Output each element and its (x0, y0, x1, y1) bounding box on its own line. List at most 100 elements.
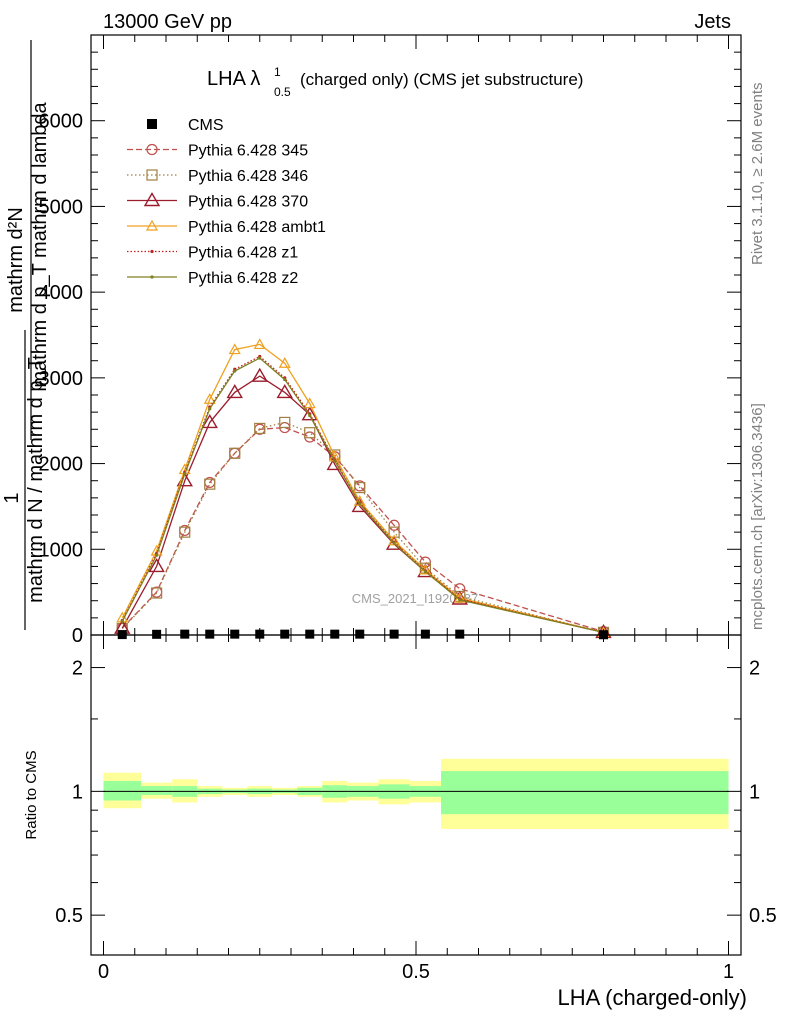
series-point (451, 590, 468, 605)
rivet-version-label: Rivet 3.1.10, ≥ 2.6M events (749, 83, 766, 266)
series-point (208, 407, 212, 411)
series-line (121, 343, 604, 634)
series-point (228, 343, 241, 355)
plot-title-superscript: 1 (274, 65, 281, 79)
ratio-y-tick-label: 0.5 (55, 905, 83, 927)
legend-label: Pythia 6.428 346 (188, 168, 308, 185)
legend-marker (146, 169, 158, 181)
y-label-one: 1 (1, 492, 23, 503)
cms-data-point (455, 629, 465, 639)
cms-data-point (230, 629, 240, 639)
main-y-tick-label: 1000 (39, 539, 84, 561)
legend-cms-label: CMS (188, 117, 224, 134)
series-point (333, 459, 337, 463)
series-point (120, 619, 124, 623)
series-point (258, 356, 262, 360)
legend-marker (143, 192, 161, 207)
main-y-tick-label: 6000 (39, 111, 84, 133)
cms-data-point (420, 629, 430, 639)
series-point (148, 558, 165, 573)
header-energy-label: 13000 GeV pp (103, 11, 232, 33)
series-point (179, 526, 191, 538)
series-point (204, 478, 216, 490)
legend: CMS Pythia 6.428 345 Pythia 6.428 346 Pythi… (127, 117, 326, 287)
series-line (121, 421, 604, 634)
mcplots-label: mcplots.cern.ch [arXiv:1306.3436] (749, 403, 766, 630)
series-point (183, 472, 187, 476)
legend-label: Pythia 6.428 z2 (188, 270, 298, 287)
series-line (121, 426, 604, 633)
legend-label: Pythia 6.428 370 (188, 194, 308, 211)
series-point (253, 338, 266, 350)
x-tick-label: 0.5 (402, 961, 430, 983)
header-jets-label: Jets (694, 11, 731, 33)
legend-marker (146, 143, 158, 156)
series-point (458, 598, 462, 602)
plot-title-prefix: LHA λ (207, 68, 260, 90)
main-y-axis-label: mathrm d²N mathrm d p_T mathrm d lambda … (1, 40, 51, 630)
ratio-inner-band (141, 786, 173, 795)
cms-data-point (180, 629, 190, 639)
series-point (226, 384, 243, 399)
cms-data-point (152, 629, 162, 639)
ratio-y-tick-label-right: 0.5 (749, 905, 777, 927)
ratio-x-axis: 0 0.5 1 (98, 635, 734, 983)
ratio-y-tick-label: 1 (72, 781, 83, 803)
plot-title: LHA λ 1 0.5 (charged only) (CMS jet subs… (207, 65, 583, 99)
legend-cms-marker (147, 119, 157, 129)
series-point (301, 406, 318, 421)
plot-title-subscript: 0.5 (274, 85, 291, 99)
series-point (304, 431, 316, 443)
series-point (392, 541, 396, 545)
main-y-tick-label: 3000 (39, 368, 84, 390)
main-x-axis-ticks (103, 35, 729, 635)
series-point (283, 377, 287, 382)
legend-label: Pythia 6.428 345 (188, 143, 308, 160)
series-point (233, 369, 237, 373)
series-point (251, 367, 268, 382)
legend-marker (150, 275, 154, 279)
ratio-y-axis-label: Ratio to CMS (23, 750, 40, 839)
cms-data-point (330, 629, 340, 639)
series-point (155, 553, 159, 557)
ratio-inner-band (478, 771, 729, 815)
cms-data-point (280, 629, 290, 639)
ratio-inner-band (441, 771, 479, 815)
series-point (303, 397, 316, 409)
series-point (276, 384, 293, 399)
cms-data-point (205, 629, 215, 639)
series-point (279, 416, 291, 429)
y-label-numerator: mathrm d²N (5, 207, 27, 313)
series-point (304, 427, 316, 439)
series-point (151, 587, 163, 599)
x-tick-label: 0 (98, 961, 109, 983)
series-point (358, 502, 362, 506)
series-point (254, 422, 266, 435)
series-pythia-6-428-z2 (120, 356, 606, 635)
ratio-y-axis: 0.5 0.5 1 1 2 2 (55, 658, 777, 928)
cms-data-point (355, 629, 365, 639)
cms-data-point (305, 629, 315, 639)
series-point (354, 481, 366, 494)
ratio-y-tick-label: 2 (72, 658, 83, 680)
main-y-tick-label: 4000 (39, 282, 84, 304)
legend-marker (150, 249, 154, 254)
ratio-uncertainty-bands (103, 758, 729, 829)
main-y-tick-label: 5000 (39, 196, 84, 218)
y-label-denominator: mathrm d p_T mathrm d lambda (29, 101, 51, 387)
ratio-y-tick-label-right: 2 (749, 658, 760, 680)
legend-marker (145, 219, 159, 231)
series-point (203, 393, 216, 404)
cms-data-point (255, 629, 265, 639)
analysis-watermark: CMS_2021_I1920187 (352, 591, 479, 606)
ratio-inner-band (103, 780, 141, 801)
main-y-axis: 0 1000 2000 3000 4000 5000 6000 (39, 51, 741, 647)
main-y-tick-label: 0 (72, 625, 83, 647)
series-point (201, 414, 218, 429)
series-point (229, 447, 241, 459)
y-label-norm-denominator: mathrm d N / mathrm d p_T (25, 357, 47, 603)
legend-label: Pythia 6.428 z1 (188, 245, 298, 262)
x-axis-label: LHA (charged-only) (557, 985, 747, 1010)
series-line (121, 357, 604, 634)
